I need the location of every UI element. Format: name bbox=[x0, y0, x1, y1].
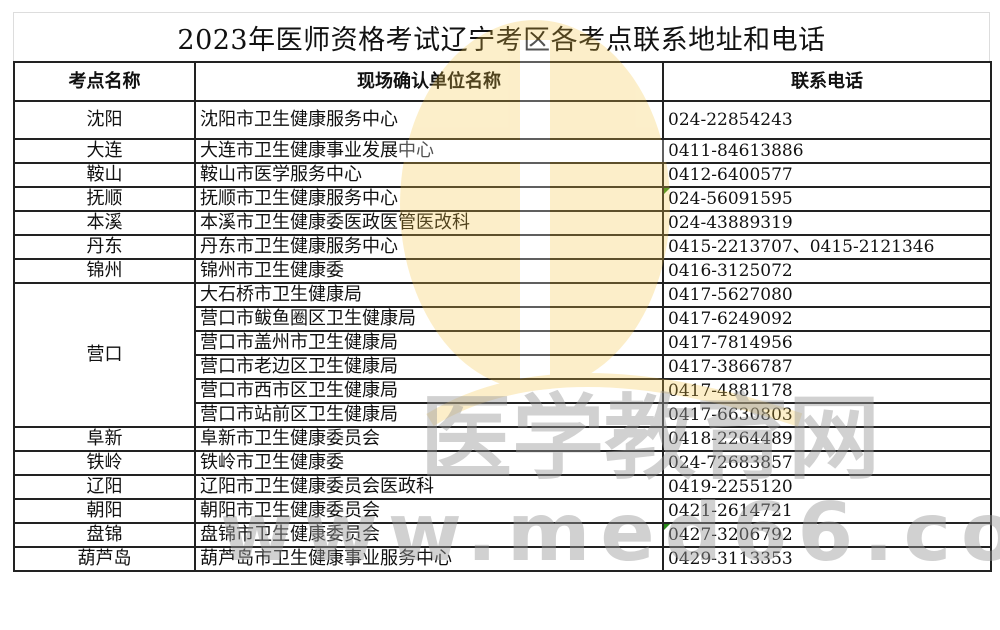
phone-cell: 0417-7814956 bbox=[662, 330, 992, 356]
phone-text: 024-43889319 bbox=[668, 213, 793, 233]
phone-text: 024-72683857 bbox=[668, 453, 793, 473]
unit-cell: 沈阳市卫生健康服务中心 bbox=[194, 100, 664, 140]
phone-text: 0418-2264489 bbox=[668, 429, 793, 449]
header-site: 考点名称 bbox=[13, 61, 196, 102]
phone-text: 0417-3866787 bbox=[668, 357, 793, 377]
unit-cell: 盘锦市卫生健康委员会 bbox=[194, 522, 664, 548]
phone-cell: 0419-2255120 bbox=[662, 474, 992, 500]
unit-cell: 阜新市卫生健康委员会 bbox=[194, 426, 664, 452]
phone-cell: 0429-3113353 bbox=[662, 546, 992, 572]
unit-cell: 营口市鲅鱼圈区卫生健康局 bbox=[194, 306, 664, 332]
phone-text: 0415-2213707、0415-2121346 bbox=[668, 237, 935, 257]
unit-cell: 丹东市卫生健康服务中心 bbox=[194, 234, 664, 260]
site-cell: 铁岭 bbox=[13, 450, 196, 476]
phone-text: 0417-7814956 bbox=[668, 333, 793, 353]
header-row: 考点名称 现场确认单位名称 联系电话 bbox=[13, 61, 992, 102]
phone-text: 0417-4881178 bbox=[668, 381, 793, 401]
unit-cell: 营口市老边区卫生健康局 bbox=[194, 354, 664, 380]
table-row: 朝阳 朝阳市卫生健康委员会 0421-2614721 bbox=[13, 498, 992, 524]
table-row: 大连 大连市卫生健康事业发展中心 0411-84613886 bbox=[13, 138, 992, 164]
phone-cell: 024-22854243 bbox=[662, 100, 992, 140]
unit-cell: 营口市西市区卫生健康局 bbox=[194, 378, 664, 404]
phone-cell: 024-56091595 bbox=[662, 186, 992, 212]
unit-cell: 抚顺市卫生健康服务中心 bbox=[194, 186, 664, 212]
table-row: 营口市盖州市卫生健康局 0417-7814956 bbox=[14, 330, 992, 356]
site-cell: 抚顺 bbox=[13, 186, 196, 212]
phone-cell: 0417-6630803 bbox=[662, 402, 992, 428]
unit-cell: 锦州市卫生健康委 bbox=[194, 258, 664, 284]
table-row: 鞍山 鞍山市医学服务中心 0412-6400577 bbox=[13, 162, 992, 188]
table-row: 铁岭 铁岭市卫生健康委 024-72683857 bbox=[13, 450, 992, 476]
unit-cell: 鞍山市医学服务中心 bbox=[194, 162, 664, 188]
phone-text: 0429-3113353 bbox=[668, 549, 793, 569]
phone-text: 024-56091595 bbox=[668, 189, 793, 209]
phone-cell: 0412-6400577 bbox=[662, 162, 992, 188]
phone-text: 0417-6630803 bbox=[668, 405, 793, 425]
header-unit: 现场确认单位名称 bbox=[194, 61, 664, 102]
phone-text: 0427-3206792 bbox=[668, 525, 793, 545]
phone-cell: 024-72683857 bbox=[662, 450, 992, 476]
phone-cell: 024-43889319 bbox=[662, 210, 992, 236]
table-row: 丹东 丹东市卫生健康服务中心 0415-2213707、0415-2121346 bbox=[13, 234, 992, 260]
phone-text: 0417-5627080 bbox=[668, 285, 793, 305]
site-cell: 本溪 bbox=[13, 210, 196, 236]
phone-text: 024-22854243 bbox=[668, 110, 793, 130]
phone-cell: 0417-4881178 bbox=[662, 378, 992, 404]
phone-cell: 0417-6249092 bbox=[662, 306, 992, 332]
table-row: 沈阳 沈阳市卫生健康服务中心 024-22854243 bbox=[13, 100, 992, 140]
unit-cell: 朝阳市卫生健康委员会 bbox=[194, 498, 664, 524]
table-row: 抚顺 抚顺市卫生健康服务中心 024-56091595 bbox=[13, 186, 992, 212]
site-cell: 阜新 bbox=[13, 426, 196, 452]
unit-cell: 营口市盖州市卫生健康局 bbox=[194, 330, 664, 356]
table-row: 本溪 本溪市卫生健康委医政医管医改科 024-43889319 bbox=[13, 210, 992, 236]
unit-cell: 辽阳市卫生健康委员会医政科 bbox=[194, 474, 664, 500]
table-row: 营口市鲅鱼圈区卫生健康局 0417-6249092 bbox=[14, 306, 992, 332]
table-row: 盘锦 盘锦市卫生健康委员会 0427-3206792 bbox=[13, 522, 992, 548]
exam-sites-table: 考点名称 现场确认单位名称 联系电话 沈阳 沈阳市卫生健康服务中心 024-2285… bbox=[13, 61, 992, 572]
table-row: 营口市老边区卫生健康局 0417-3866787 bbox=[14, 354, 992, 380]
phone-cell: 0418-2264489 bbox=[662, 426, 992, 452]
phone-text: 0421-2614721 bbox=[668, 501, 793, 521]
phone-cell: 0415-2213707、0415-2121346 bbox=[662, 234, 992, 260]
site-cell: 大连 bbox=[13, 138, 196, 164]
table-row: 营口 大石桥市卫生健康局 0417-5627080 bbox=[13, 282, 992, 428]
site-cell: 沈阳 bbox=[13, 100, 196, 140]
unit-cell: 葫芦岛市卫生健康事业服务中心 bbox=[194, 546, 664, 572]
site-cell: 锦州 bbox=[13, 258, 196, 284]
site-cell: 鞍山 bbox=[13, 162, 196, 188]
cell-marker-icon bbox=[665, 525, 670, 530]
table-row: 葫芦岛 葫芦岛市卫生健康事业服务中心 0429-3113353 bbox=[13, 546, 992, 572]
site-cell: 辽阳 bbox=[13, 474, 196, 500]
table-row: 辽阳 辽阳市卫生健康委员会医政科 0419-2255120 bbox=[13, 474, 992, 500]
header-phone: 联系电话 bbox=[662, 61, 992, 102]
unit-cell: 大连市卫生健康事业发展中心 bbox=[194, 138, 664, 164]
table-title: 2023年医师资格考试辽宁考区各考点联系地址和电话 bbox=[13, 12, 990, 61]
title-text: 2023年医师资格考试辽宁考区各考点联系地址和电话 bbox=[177, 24, 826, 56]
cell-marker-icon bbox=[665, 189, 670, 194]
table-row: 阜新 阜新市卫生健康委员会 0418-2264489 bbox=[13, 426, 992, 452]
phone-text: 0411-84613886 bbox=[668, 141, 804, 161]
unit-cell: 营口市站前区卫生健康局 bbox=[194, 402, 664, 428]
phone-text: 0417-6249092 bbox=[668, 309, 793, 329]
phone-cell: 0416-3125072 bbox=[662, 258, 992, 284]
unit-cell: 本溪市卫生健康委医政医管医改科 bbox=[194, 210, 664, 236]
site-cell: 丹东 bbox=[13, 234, 196, 260]
phone-cell: 0427-3206792 bbox=[662, 522, 992, 548]
phone-cell: 0417-3866787 bbox=[662, 354, 992, 380]
site-cell: 营口 bbox=[13, 282, 196, 428]
phone-cell: 0417-5627080 bbox=[662, 282, 992, 308]
table-row: 营口市西市区卫生健康局 0417-4881178 bbox=[14, 378, 992, 404]
phone-cell: 0411-84613886 bbox=[662, 138, 992, 164]
unit-cell: 大石桥市卫生健康局 bbox=[194, 282, 664, 308]
table-row: 营口市站前区卫生健康局 0417-6630803 bbox=[14, 402, 992, 428]
site-cell: 葫芦岛 bbox=[13, 546, 196, 572]
unit-cell: 铁岭市卫生健康委 bbox=[194, 450, 664, 476]
table-row: 锦州 锦州市卫生健康委 0416-3125072 bbox=[13, 258, 992, 284]
phone-text: 0416-3125072 bbox=[668, 261, 793, 281]
phone-text: 0419-2255120 bbox=[668, 477, 793, 497]
site-cell: 朝阳 bbox=[13, 498, 196, 524]
site-cell: 盘锦 bbox=[13, 522, 196, 548]
phone-text: 0412-6400577 bbox=[668, 165, 793, 185]
phone-cell: 0421-2614721 bbox=[662, 498, 992, 524]
